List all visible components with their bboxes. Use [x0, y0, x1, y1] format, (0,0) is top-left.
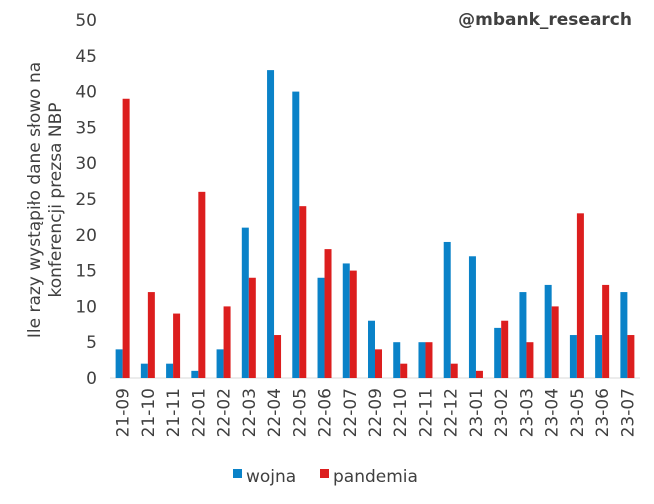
bar-wojna	[393, 342, 401, 378]
y-tick-label: 30	[75, 154, 97, 174]
x-tick-label: 23-04	[543, 388, 563, 437]
bar-wojna	[443, 241, 451, 378]
x-tick-label: 22-07	[341, 388, 361, 437]
bar-pandemia	[248, 277, 256, 378]
bar-pandemia	[475, 370, 483, 378]
bar-wojna	[166, 363, 174, 378]
x-tick-label: 23-03	[517, 388, 537, 437]
bar-wojna	[342, 263, 350, 378]
bar-pandemia	[147, 292, 155, 378]
legend-swatch-wojna	[233, 469, 242, 478]
x-tick-label: 21-09	[114, 388, 134, 437]
x-tick-label: 22-03	[240, 388, 260, 437]
bar-wojna	[140, 363, 148, 378]
y-tick-label: 15	[75, 262, 97, 282]
bar-pandemia	[122, 98, 130, 378]
bar-wojna	[292, 91, 300, 378]
bar-wojna	[216, 349, 224, 378]
bar-wojna	[368, 320, 375, 378]
x-tick-label: 23-02	[492, 388, 512, 437]
bar-pandemia	[627, 335, 635, 378]
legend-label-pandemia: pandemia	[333, 467, 418, 487]
y-axis-title: konferencji prezsa NBP	[46, 102, 66, 297]
bar-wojna	[494, 327, 502, 378]
bar-pandemia	[349, 270, 357, 378]
bar-wojna	[544, 284, 552, 378]
y-tick-label: 35	[75, 118, 97, 138]
x-tick-label: 23-06	[593, 388, 613, 437]
bar-pandemia	[173, 313, 181, 378]
bar-wojna	[191, 370, 199, 378]
y-tick-label: 5	[86, 333, 97, 353]
x-tick-label: 22-12	[442, 388, 462, 437]
bar-wojna	[595, 335, 603, 378]
bar-wojna	[115, 349, 123, 378]
bar-pandemia	[198, 191, 206, 378]
bar-pandemia	[576, 213, 584, 378]
bar-wojna	[267, 70, 275, 379]
bar-pandemia	[375, 349, 382, 378]
y-tick-label: 0	[86, 369, 97, 389]
x-tick-label: 22-01	[189, 388, 209, 437]
x-tick-label: 21-10	[139, 388, 159, 437]
bar-pandemia	[450, 363, 458, 378]
bar-pandemia	[274, 335, 282, 378]
bar-pandemia	[501, 320, 509, 378]
x-tick-label: 22-11	[416, 388, 436, 437]
bar-wojna	[241, 227, 249, 378]
bar-pandemia	[526, 342, 534, 378]
y-tick-label: 25	[75, 190, 97, 210]
bar-pandemia	[299, 206, 307, 378]
bar-pandemia	[425, 342, 433, 378]
bar-wojna	[317, 277, 325, 378]
x-tick-label: 23-01	[467, 388, 487, 437]
bar-wojna	[519, 292, 527, 378]
y-tick-label: 10	[75, 297, 97, 317]
bar-pandemia	[602, 284, 610, 378]
bar-wojna	[620, 292, 628, 378]
legend-swatch-pandemia	[320, 469, 329, 478]
x-tick-label: 23-05	[568, 388, 588, 437]
y-tick-label: 40	[75, 83, 97, 103]
x-tick-label: 22-02	[215, 388, 235, 437]
y-tick-label: 20	[75, 226, 97, 246]
x-tick-label: 22-10	[391, 388, 411, 437]
x-tick-label: 23-07	[618, 388, 638, 437]
bar-wojna	[569, 335, 577, 378]
bar-pandemia	[551, 306, 559, 378]
x-tick-label: 22-05	[290, 388, 310, 437]
x-tick-label: 21-11	[164, 388, 184, 437]
bar-pandemia	[400, 363, 408, 378]
y-tick-label: 50	[75, 11, 97, 31]
x-tick-label: 22-09	[366, 388, 386, 437]
y-tick-label: 45	[75, 47, 97, 67]
brand-watermark: @mbank_research	[458, 10, 632, 30]
y-axis-title: Ile razy wystąpiło dane słowo na	[25, 62, 45, 338]
legend-label-wojna: wojna	[246, 467, 296, 487]
x-tick-label: 22-04	[265, 388, 285, 437]
bar-wojna	[418, 342, 426, 378]
bar-pandemia	[223, 306, 231, 378]
bar-wojna	[468, 256, 476, 378]
x-tick-label: 22-06	[316, 388, 336, 437]
bar-pandemia	[324, 249, 332, 378]
